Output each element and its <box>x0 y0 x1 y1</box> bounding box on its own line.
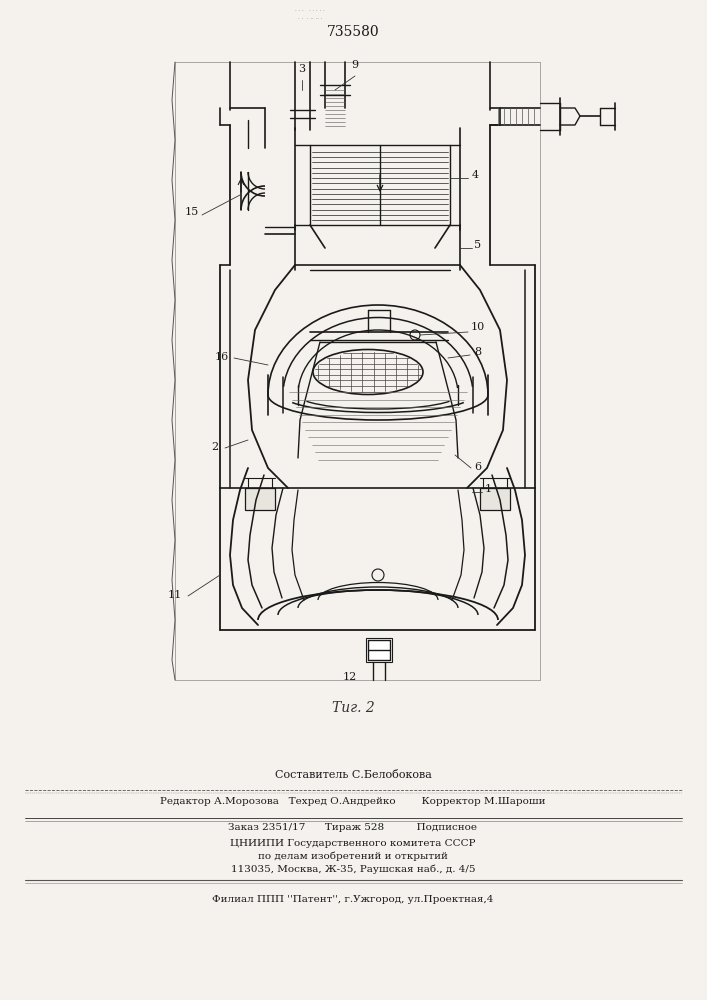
Text: Филиал ППП ''Патент'', г.Ужгород, ул.Проектная,4: Филиал ППП ''Патент'', г.Ужгород, ул.Про… <box>212 896 493 904</box>
Text: 4: 4 <box>472 170 479 180</box>
Text: Редактор А.Морозова   Техред О.Андрейко        Корректор М.Шароши: Редактор А.Морозова Техред О.Андрейко Ко… <box>160 798 546 806</box>
Text: 3: 3 <box>298 64 305 74</box>
Text: 5: 5 <box>474 240 481 250</box>
Text: 9: 9 <box>351 60 358 70</box>
Text: 113035, Москва, Ж-35, Раушская наб., д. 4/5: 113035, Москва, Ж-35, Раушская наб., д. … <box>230 864 475 874</box>
Text: Составитель С.Белобокова: Составитель С.Белобокова <box>274 770 431 780</box>
Text: 11: 11 <box>168 590 182 600</box>
Text: · ·  · ·· ·· ·: · · · ·· ·· · <box>298 16 322 21</box>
Bar <box>245 488 275 510</box>
Text: 10: 10 <box>471 322 485 332</box>
Text: по делам изобретений и открытий: по делам изобретений и открытий <box>258 851 448 861</box>
Text: 12: 12 <box>343 672 357 682</box>
Text: 6: 6 <box>474 462 481 472</box>
Text: 735580: 735580 <box>327 25 380 39</box>
Text: 1: 1 <box>484 484 491 494</box>
Bar <box>366 638 392 662</box>
Text: · · ·   · · · · ·: · · · · · · · · <box>295 8 325 13</box>
Text: Заказ 2351/17      Тираж 528          Подписное: Заказ 2351/17 Тираж 528 Подписное <box>228 824 477 832</box>
Bar <box>480 488 510 510</box>
Text: 8: 8 <box>474 347 481 357</box>
Text: ЦНИИПИ Государственного комитета СССР: ЦНИИПИ Государственного комитета СССР <box>230 838 476 848</box>
Text: 15: 15 <box>185 207 199 217</box>
Text: 16: 16 <box>215 352 229 362</box>
Text: 2: 2 <box>211 442 218 452</box>
Text: Τиг. 2: Τиг. 2 <box>332 701 375 715</box>
